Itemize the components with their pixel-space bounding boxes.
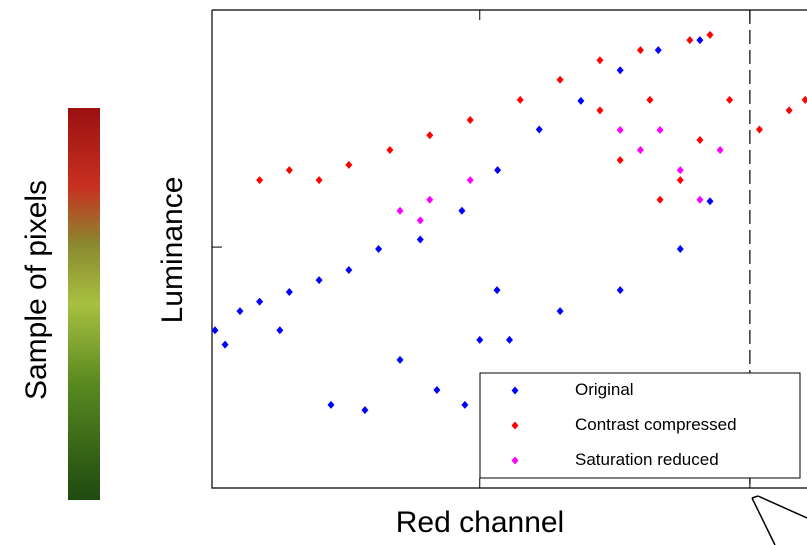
legend: Original Contrast compressed Saturation re… bbox=[479, 372, 801, 479]
point bbox=[676, 176, 684, 185]
legend-label: Contrast compressed bbox=[575, 415, 737, 434]
callout bbox=[751, 495, 807, 545]
point bbox=[458, 206, 466, 215]
point bbox=[696, 36, 704, 45]
point bbox=[616, 125, 624, 134]
point bbox=[656, 125, 664, 134]
point bbox=[676, 166, 684, 175]
point bbox=[466, 115, 474, 124]
legend-marker bbox=[511, 386, 519, 395]
point bbox=[755, 125, 763, 134]
point bbox=[426, 195, 434, 204]
image-label: Sample of pixels bbox=[20, 180, 53, 400]
point bbox=[686, 36, 694, 45]
point bbox=[506, 335, 513, 344]
point bbox=[676, 245, 684, 253]
point bbox=[386, 146, 394, 155]
point bbox=[256, 176, 264, 185]
point bbox=[315, 176, 323, 185]
point bbox=[616, 286, 624, 295]
point bbox=[577, 96, 585, 105]
point bbox=[656, 195, 664, 204]
point bbox=[211, 326, 219, 335]
legend-box bbox=[479, 372, 801, 479]
point bbox=[221, 340, 229, 349]
point bbox=[375, 245, 383, 253]
point bbox=[556, 75, 564, 84]
y-axis-label: Luminance bbox=[156, 177, 189, 324]
legend-label: Saturation reduced bbox=[575, 450, 719, 469]
point bbox=[556, 307, 564, 316]
point bbox=[416, 235, 424, 244]
point bbox=[716, 146, 724, 155]
point bbox=[285, 288, 293, 297]
point bbox=[276, 326, 284, 335]
point bbox=[416, 216, 424, 225]
point bbox=[493, 286, 501, 295]
point bbox=[256, 297, 264, 306]
plot-frame bbox=[211, 9, 807, 489]
point bbox=[426, 131, 434, 140]
x-axis-label: Red channel bbox=[396, 506, 564, 539]
point bbox=[476, 335, 484, 344]
point bbox=[616, 156, 624, 165]
point bbox=[654, 46, 662, 55]
point bbox=[433, 386, 441, 395]
point bbox=[461, 400, 469, 409]
point bbox=[345, 160, 353, 169]
legend-label: Original bbox=[575, 380, 634, 399]
point bbox=[616, 66, 624, 75]
point bbox=[596, 106, 604, 115]
point bbox=[236, 307, 244, 316]
point bbox=[636, 46, 644, 55]
point bbox=[315, 276, 323, 285]
point bbox=[726, 95, 734, 104]
point bbox=[706, 30, 714, 39]
plot-area bbox=[211, 10, 807, 488]
point bbox=[327, 400, 335, 409]
point bbox=[396, 206, 404, 215]
point bbox=[696, 136, 704, 145]
point bbox=[361, 406, 369, 415]
point bbox=[516, 95, 524, 104]
point bbox=[535, 125, 543, 134]
point bbox=[396, 355, 404, 364]
point bbox=[646, 95, 654, 104]
point bbox=[801, 95, 807, 104]
point bbox=[596, 56, 604, 65]
point bbox=[494, 166, 502, 175]
pixel-sample-image bbox=[68, 108, 100, 500]
point bbox=[696, 195, 704, 204]
point bbox=[466, 176, 474, 185]
point bbox=[285, 166, 293, 175]
legend-marker bbox=[511, 456, 519, 465]
point bbox=[785, 106, 793, 115]
point bbox=[706, 197, 714, 206]
point bbox=[636, 146, 644, 155]
legend-marker bbox=[511, 421, 519, 430]
point bbox=[345, 266, 353, 275]
